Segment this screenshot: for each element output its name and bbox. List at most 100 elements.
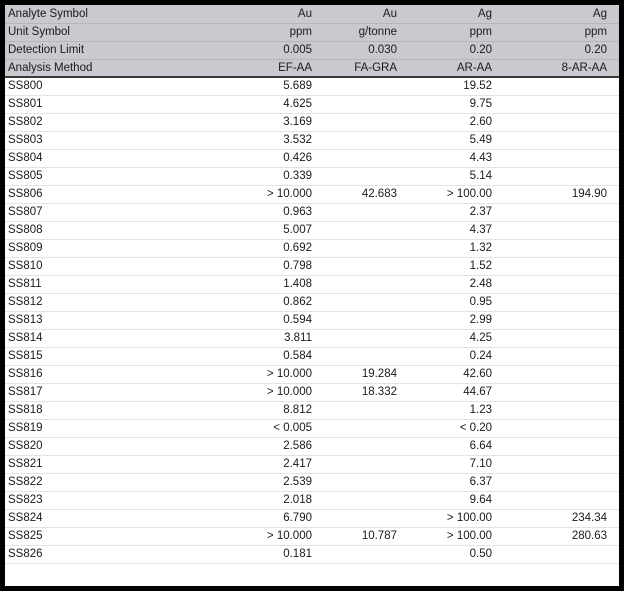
sample-id-cell: SS818 xyxy=(8,404,43,416)
sample-id-cell: SS812 xyxy=(8,296,43,308)
sample-id-cell: SS811 xyxy=(8,278,42,290)
value-cell xyxy=(495,149,619,167)
value-cell xyxy=(315,329,400,347)
table-header: Analyte Symbol Au Au Ag Ag Unit Symbol ppm g/to… xyxy=(5,5,619,77)
value-cell xyxy=(315,203,400,221)
header-value-cell: 0.20 xyxy=(469,44,492,56)
header-value-cell: EF-AA xyxy=(278,61,312,74)
value-cell: 1.32 xyxy=(469,242,492,254)
table-row: SS813 0.594 2.99 xyxy=(5,311,619,329)
table-row: SS820 2.586 6.64 xyxy=(5,437,619,455)
header-value-cell: Au xyxy=(382,7,397,20)
value-cell: 5.689 xyxy=(283,80,312,93)
value-cell: > 10.000 xyxy=(266,386,312,398)
sample-id-cell: SS807 xyxy=(8,206,43,218)
sample-id-cell: SS825 xyxy=(8,530,43,542)
value-cell: 0.692 xyxy=(283,242,312,254)
table-row: SS810 0.798 1.52 xyxy=(5,257,619,275)
table-row: SS805 0.339 5.14 xyxy=(5,167,619,185)
value-cell xyxy=(315,275,400,293)
value-cell: 2.539 xyxy=(283,476,312,488)
value-cell: 6.37 xyxy=(469,476,492,488)
value-cell: 0.798 xyxy=(283,260,312,272)
sample-id-cell: SS815 xyxy=(8,350,43,362)
table-row: SS812 0.862 0.95 xyxy=(5,293,619,311)
value-cell: 5.49 xyxy=(469,134,492,146)
header-row: Unit Symbol ppm g/tonne ppm ppm xyxy=(5,23,619,41)
sample-id-cell: SS809 xyxy=(8,242,43,254)
value-cell: 2.60 xyxy=(469,116,492,128)
header-label-cell: Analysis Method xyxy=(8,61,93,74)
value-cell: > 10.000 xyxy=(266,530,312,542)
value-cell: 2.586 xyxy=(283,440,312,452)
value-cell: > 100.00 xyxy=(446,188,492,200)
value-cell xyxy=(315,491,400,509)
value-cell: 0.95 xyxy=(469,296,492,308)
value-cell: 7.10 xyxy=(469,458,492,470)
header-row: Analysis Method EF-AA FA-GRA AR-AA 8-AR-AA xyxy=(5,59,619,77)
sample-id-cell: SS822 xyxy=(8,476,43,488)
value-cell: 0.963 xyxy=(283,206,312,218)
value-cell xyxy=(495,419,619,437)
header-value-cell: FA-GRA xyxy=(354,61,397,74)
value-cell xyxy=(495,365,619,383)
value-cell: > 100.00 xyxy=(446,512,492,524)
value-cell: 1.408 xyxy=(283,278,312,290)
value-cell xyxy=(315,347,400,365)
value-cell xyxy=(495,95,619,113)
value-cell: 5.007 xyxy=(283,224,312,236)
sample-id-cell: SS804 xyxy=(8,152,43,164)
value-cell: 0.339 xyxy=(283,170,312,182)
sample-id-cell: SS814 xyxy=(8,332,43,344)
value-cell xyxy=(315,545,400,563)
value-cell xyxy=(315,239,400,257)
header-value-cell: Ag xyxy=(477,7,492,20)
value-cell: 0.24 xyxy=(469,350,492,362)
table-row: SS817 > 10.000 18.332 44.67 xyxy=(5,383,619,401)
value-cell xyxy=(315,419,400,437)
value-cell xyxy=(495,545,619,563)
value-cell: 0.862 xyxy=(283,296,312,308)
header-value-cell: 0.030 xyxy=(368,44,397,56)
header-value-cell: ppm xyxy=(469,26,492,38)
sample-id-cell: SS813 xyxy=(8,314,43,326)
value-cell xyxy=(495,239,619,257)
value-cell: 42.683 xyxy=(361,188,397,200)
value-cell xyxy=(495,401,619,419)
table-row: SS809 0.692 1.32 xyxy=(5,239,619,257)
value-cell xyxy=(495,383,619,401)
table-body: SS800 5.689 19.52 SS801 4.625 9.75 SS802 3.169 2… xyxy=(5,77,619,563)
value-cell xyxy=(315,95,400,113)
value-cell: 3.532 xyxy=(283,134,312,146)
value-cell: 2.018 xyxy=(283,494,312,506)
sample-id-cell: SS826 xyxy=(8,548,43,560)
value-cell: 4.25 xyxy=(469,332,492,344)
value-cell xyxy=(495,221,619,239)
value-cell xyxy=(315,221,400,239)
table-row: SS818 8.812 1.23 xyxy=(5,401,619,419)
sample-id-cell: SS810 xyxy=(8,260,43,272)
value-cell xyxy=(315,455,400,473)
value-cell xyxy=(495,455,619,473)
value-cell: 280.63 xyxy=(571,530,607,542)
header-value-cell: 8-AR-AA xyxy=(561,61,607,74)
table-row: SS807 0.963 2.37 xyxy=(5,203,619,221)
value-cell: 2.48 xyxy=(469,278,492,290)
sample-id-cell: SS819 xyxy=(8,422,43,434)
header-label-cell: Unit Symbol xyxy=(8,26,70,38)
value-cell: 44.67 xyxy=(463,386,492,398)
table-row: SS815 0.584 0.24 xyxy=(5,347,619,365)
value-cell: 4.37 xyxy=(469,224,492,236)
value-cell xyxy=(495,329,619,347)
table-row: SS824 6.790 > 100.00 234.34 xyxy=(5,509,619,527)
value-cell xyxy=(315,257,400,275)
table-row: SS826 0.181 0.50 xyxy=(5,545,619,563)
value-cell: 9.64 xyxy=(469,494,492,506)
table-row: SS821 2.417 7.10 xyxy=(5,455,619,473)
value-cell xyxy=(495,77,619,95)
value-cell: 2.37 xyxy=(469,206,492,218)
value-cell xyxy=(315,167,400,185)
table-row: SS800 5.689 19.52 xyxy=(5,77,619,95)
value-cell: 6.790 xyxy=(283,512,312,524)
